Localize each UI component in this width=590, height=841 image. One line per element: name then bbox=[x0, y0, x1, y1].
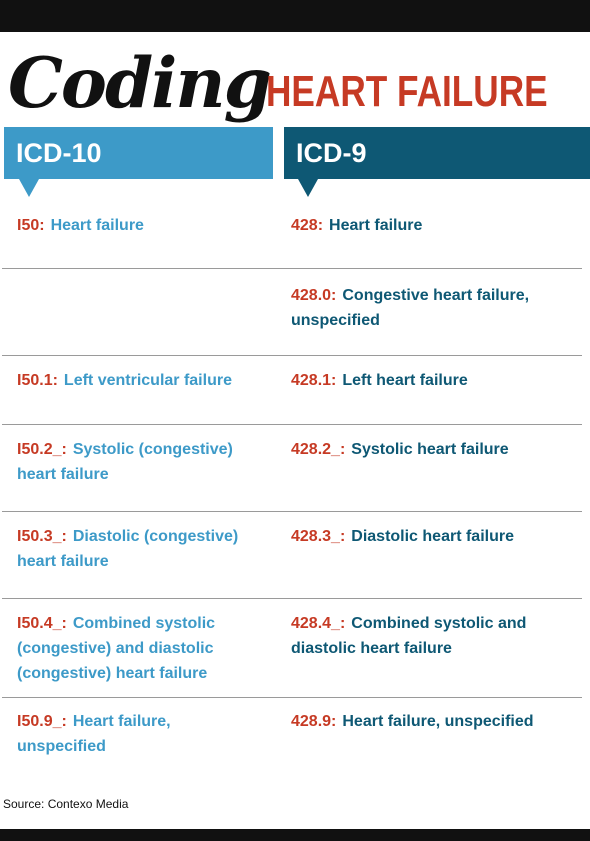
bottom-bar bbox=[0, 829, 590, 841]
icd10-entry: I50.3_: Diastolic (congestive) heart failu… bbox=[17, 524, 238, 574]
description-text: (congestive) and diastolic bbox=[17, 640, 214, 657]
description-text: heart failure bbox=[17, 466, 109, 483]
entry-line: 428.4_: Combined systolic and bbox=[291, 611, 526, 636]
icd10-entry: I50.4_: Combined systolic (congestive) and… bbox=[17, 611, 215, 686]
description-text: diastolic heart failure bbox=[291, 640, 452, 657]
entry-line: 428.2_: Systolic heart failure bbox=[291, 437, 509, 462]
top-bar bbox=[0, 0, 590, 32]
entry-line: unspecified bbox=[17, 734, 171, 759]
row-divider bbox=[2, 598, 582, 599]
code-label: I50.2_: bbox=[17, 441, 67, 458]
code-label: I50.4_: bbox=[17, 615, 67, 632]
entry-line: 428.9: Heart failure, unspecified bbox=[291, 709, 534, 734]
icd10-entry: I50: Heart failure bbox=[17, 213, 144, 238]
description-text: unspecified bbox=[291, 312, 380, 329]
icd9-entry: 428.3_: Diastolic heart failure bbox=[291, 524, 514, 549]
description-text: Heart failure, unspecified bbox=[342, 713, 534, 730]
entry-line: 428.1: Left heart failure bbox=[291, 368, 468, 393]
icd9-entry: 428.1: Left heart failure bbox=[291, 368, 468, 393]
entry-line: I50.9_: Heart failure, bbox=[17, 709, 171, 734]
description-text: Left heart failure bbox=[342, 372, 468, 389]
code-label: 428.4_: bbox=[291, 615, 346, 632]
code-label: I50: bbox=[17, 217, 45, 234]
row-divider bbox=[2, 355, 582, 356]
icd10-entry: I50.2_: Systolic (congestive) heart failur… bbox=[17, 437, 233, 487]
row-divider bbox=[2, 511, 582, 512]
description-text: Combined systolic and bbox=[351, 615, 527, 632]
icd9-pointer bbox=[298, 179, 318, 197]
icd9-entry: 428: Heart failure bbox=[291, 213, 422, 238]
description-text: Systolic (congestive) bbox=[72, 441, 233, 458]
code-label: I50.3_: bbox=[17, 528, 67, 545]
description-text: Left ventricular failure bbox=[63, 372, 232, 389]
description-text: Heart failure, bbox=[72, 713, 171, 730]
title-heart-failure: HEART FAILURE bbox=[266, 67, 548, 116]
title-coding: Coding bbox=[8, 43, 272, 124]
code-label: 428.9: bbox=[291, 713, 337, 730]
row-divider bbox=[2, 424, 582, 425]
icd10-entry: I50.9_: Heart failure, unspecified bbox=[17, 709, 171, 759]
code-label: 428.2_: bbox=[291, 441, 346, 458]
entry-line: 428.0: Congestive heart failure, bbox=[291, 283, 529, 308]
column-header-icd9: ICD-9 bbox=[284, 127, 590, 179]
source-note: Source: Contexo Media bbox=[3, 797, 129, 811]
entry-line: 428.3_: Diastolic heart failure bbox=[291, 524, 514, 549]
row-divider bbox=[2, 697, 582, 698]
description-text: Diastolic heart failure bbox=[351, 528, 514, 545]
code-label: 428.3_: bbox=[291, 528, 346, 545]
icd9-entry: 428.9: Heart failure, unspecified bbox=[291, 709, 534, 734]
entry-line: heart failure bbox=[17, 462, 233, 487]
entry-line: I50.4_: Combined systolic bbox=[17, 611, 215, 636]
code-label: 428.1: bbox=[291, 372, 337, 389]
icd9-entry: 428.4_: Combined systolic and diastolic he… bbox=[291, 611, 526, 661]
description-text: heart failure bbox=[17, 553, 109, 570]
icd10-pointer bbox=[19, 179, 39, 197]
code-label: I50.1: bbox=[17, 372, 58, 389]
entry-line: I50.1: Left ventricular failure bbox=[17, 368, 232, 393]
icd9-entry: 428.0: Congestive heart failure, unspecifi… bbox=[291, 283, 529, 333]
entry-line: I50.2_: Systolic (congestive) bbox=[17, 437, 233, 462]
entry-line: diastolic heart failure bbox=[291, 636, 526, 661]
entry-line: 428: Heart failure bbox=[291, 213, 422, 238]
entry-line: I50.3_: Diastolic (congestive) bbox=[17, 524, 238, 549]
description-text: Heart failure bbox=[329, 217, 423, 234]
entry-line: heart failure bbox=[17, 549, 238, 574]
description-text: unspecified bbox=[17, 738, 106, 755]
entry-line: unspecified bbox=[291, 308, 529, 333]
description-text: (congestive) heart failure bbox=[17, 665, 208, 682]
description-text: Diastolic (congestive) bbox=[72, 528, 239, 545]
entry-line: I50: Heart failure bbox=[17, 213, 144, 238]
column-header-icd10: ICD-10 bbox=[4, 127, 273, 179]
code-label: 428.0: bbox=[291, 287, 337, 304]
description-text: Heart failure bbox=[50, 217, 144, 234]
description-text: Congestive heart failure, bbox=[342, 287, 530, 304]
description-text: Systolic heart failure bbox=[351, 441, 509, 458]
description-text: Combined systolic bbox=[72, 615, 216, 632]
code-label: 428: bbox=[291, 217, 324, 234]
entry-line: (congestive) and diastolic bbox=[17, 636, 215, 661]
row-divider bbox=[2, 268, 582, 269]
entry-line: (congestive) heart failure bbox=[17, 661, 215, 686]
icd9-entry: 428.2_: Systolic heart failure bbox=[291, 437, 509, 462]
code-label: I50.9_: bbox=[17, 713, 67, 730]
icd10-entry: I50.1: Left ventricular failure bbox=[17, 368, 232, 393]
